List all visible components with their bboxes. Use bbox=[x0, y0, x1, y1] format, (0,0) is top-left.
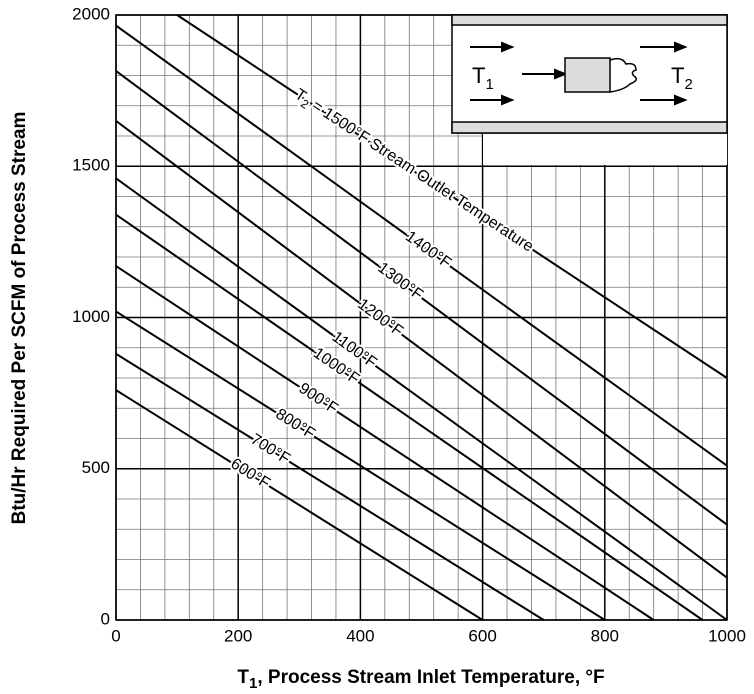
data-line bbox=[115, 389, 484, 621]
y-tick-label: 0 bbox=[101, 609, 110, 628]
x-tick-label: 600 bbox=[468, 626, 496, 645]
x-tick-label: 200 bbox=[224, 626, 252, 645]
data-line bbox=[115, 177, 728, 621]
x-tick-label: 400 bbox=[346, 626, 374, 645]
data-line bbox=[115, 310, 606, 621]
x-axis-label: T1, Process Stream Inlet Temperature, °F bbox=[237, 667, 604, 692]
data-line bbox=[115, 70, 728, 526]
data-line bbox=[115, 24, 728, 467]
arrows bbox=[470, 41, 688, 106]
series-label: 1300°F bbox=[374, 259, 426, 304]
y-tick-label: 1500 bbox=[72, 156, 110, 175]
plot-frame bbox=[115, 14, 728, 621]
burner bbox=[564, 57, 611, 93]
data-line bbox=[115, 213, 704, 621]
data-line bbox=[115, 265, 655, 621]
data-line bbox=[115, 120, 728, 579]
y-axis-label: Btu/Hr Required Per SCFM of Process Stre… bbox=[9, 112, 30, 525]
y-tick-label: 2000 bbox=[72, 4, 110, 23]
data-line bbox=[115, 352, 545, 621]
lines bbox=[115, 14, 728, 621]
x-tick-label: 800 bbox=[591, 626, 619, 645]
series-label: 1400°F bbox=[402, 228, 454, 272]
flame bbox=[609, 57, 637, 93]
x-tick-label: 1000 bbox=[708, 626, 746, 645]
y-tick-label: 500 bbox=[82, 458, 110, 477]
inset-outlet-label: T2 bbox=[671, 63, 693, 93]
pipe-wall bbox=[451, 14, 728, 26]
x-tick-label: 0 bbox=[111, 626, 120, 645]
series-label: 900°F bbox=[296, 380, 341, 418]
inset-inlet-label: T1 bbox=[472, 63, 494, 93]
inset-diagram: T1 T2 bbox=[451, 14, 728, 165]
series-label: 600°F bbox=[227, 455, 273, 492]
series-label: 700°F bbox=[247, 431, 293, 468]
ticks: 0 200 400 600 800 1000 0 500 1000 1500 2000 bbox=[72, 4, 746, 645]
series-label: 1500°F bbox=[320, 105, 373, 148]
data-line bbox=[176, 14, 728, 379]
pipe-wall bbox=[451, 121, 728, 134]
y-tick-label: 1000 bbox=[72, 307, 110, 326]
